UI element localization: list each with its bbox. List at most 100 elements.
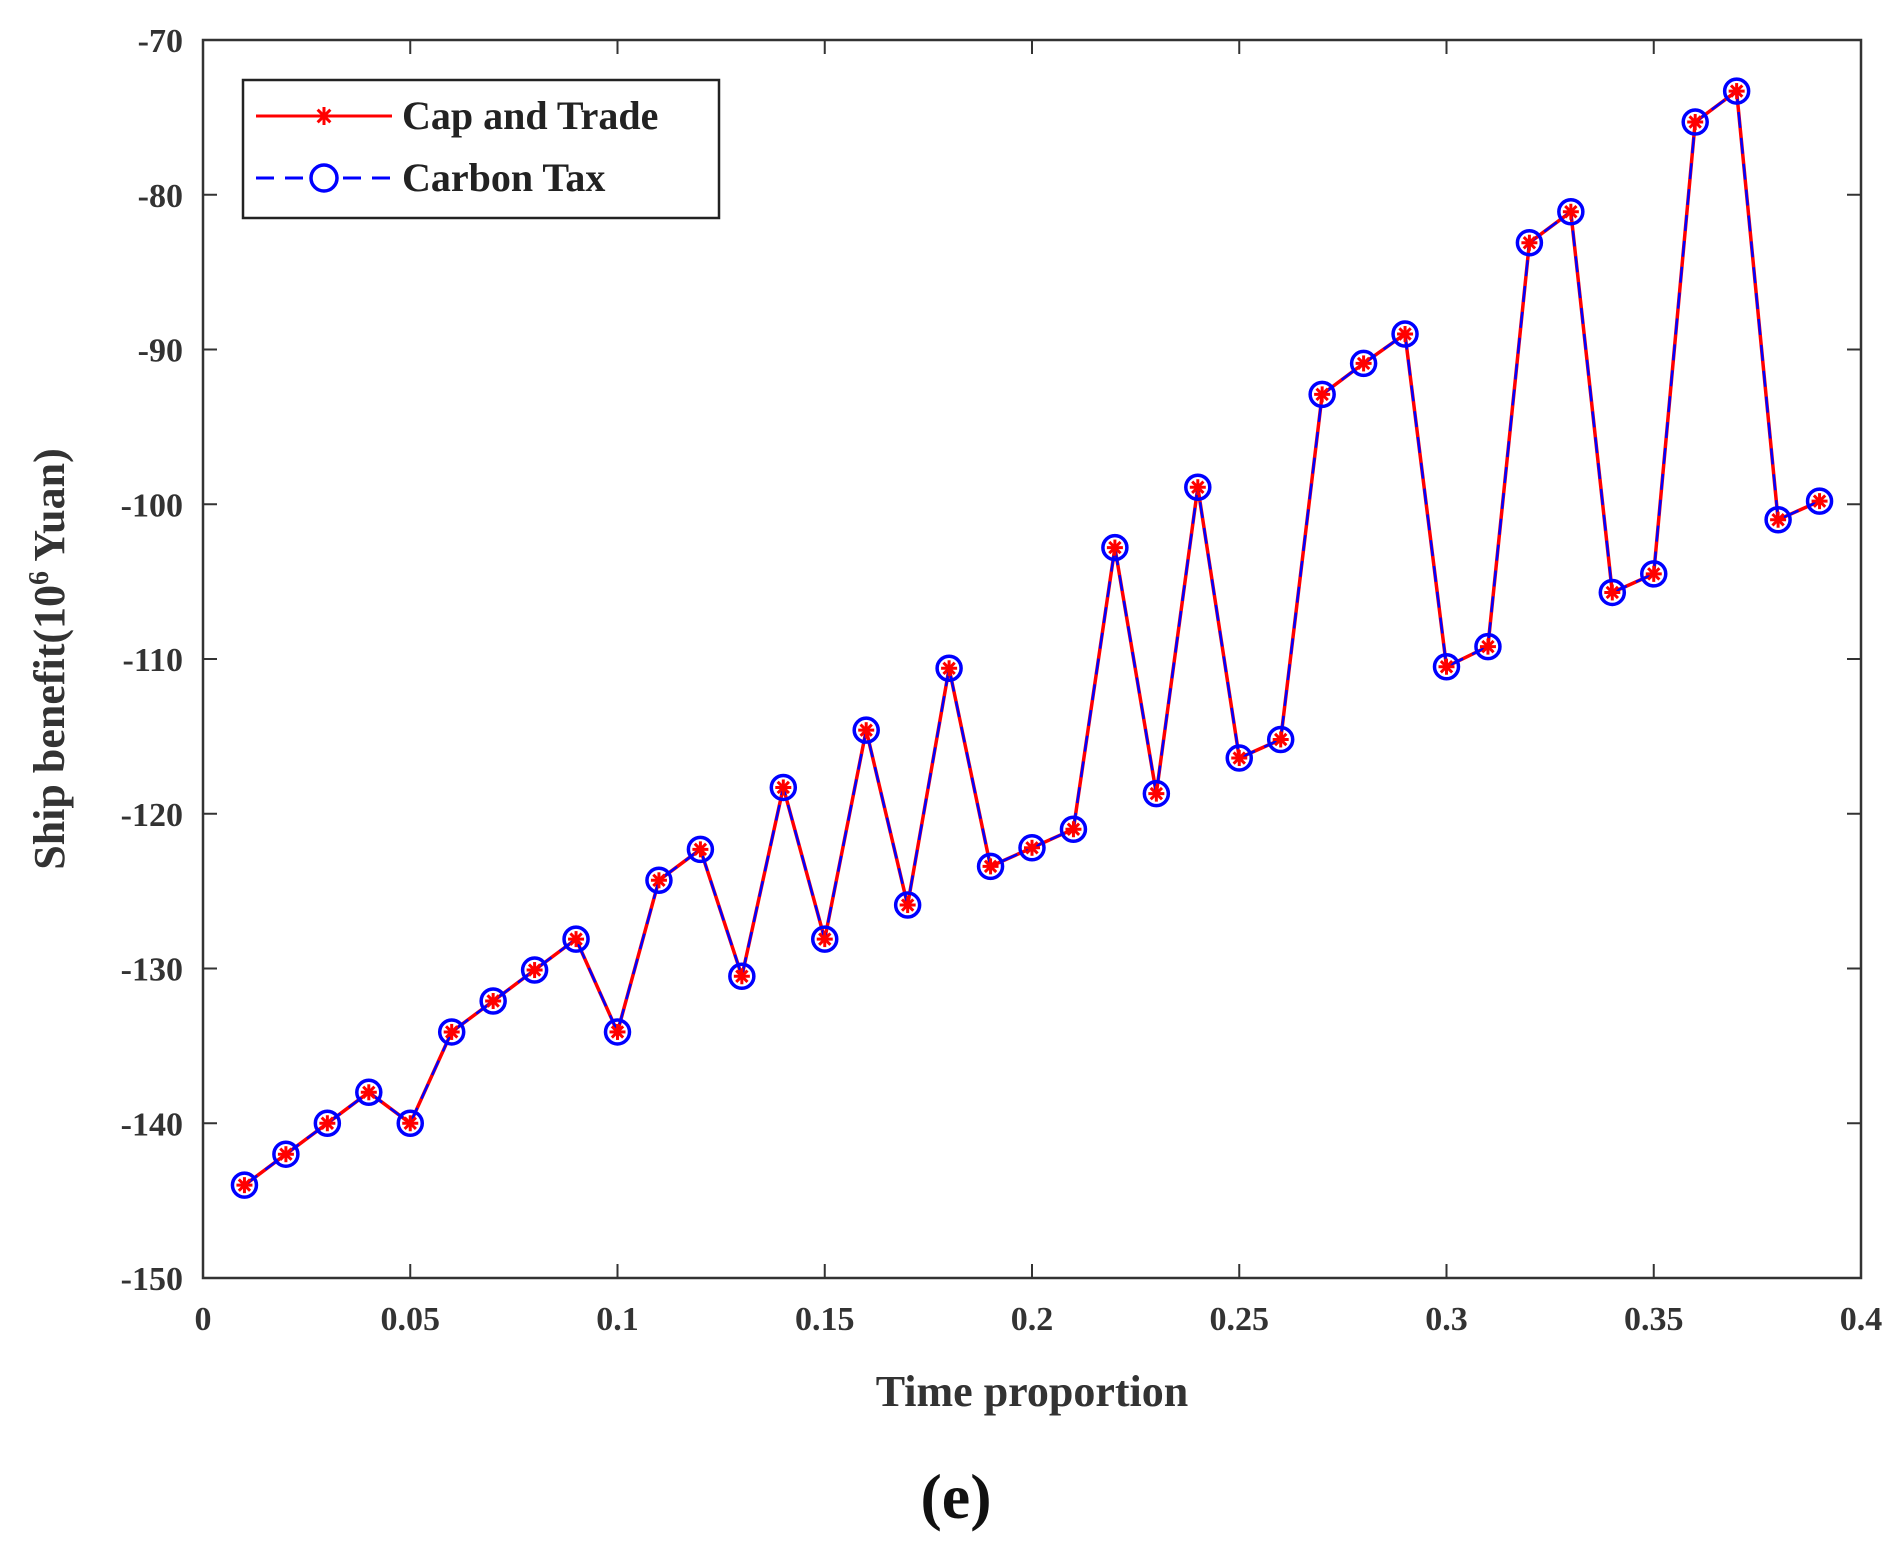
cap-and-trade-point	[236, 1177, 253, 1194]
ticks-layer: 0 0.05 0.1 0.15 0.2 0.25 0.3 0.35 0.4 -70 -80 -90 -1…	[121, 23, 1883, 1338]
cap-and-trade-point	[650, 872, 667, 889]
carbon-tax-point	[1266, 725, 1295, 754]
cap-and-trade-point	[733, 968, 750, 985]
cap-and-trade-point	[1562, 203, 1579, 220]
cap-and-trade-point	[402, 1115, 419, 1132]
legend-marker-cap-and-trade	[315, 107, 333, 125]
legend-label-cap-and-trade: Cap and Trade	[402, 93, 658, 138]
y-axis-label-main: Ship benefit(10	[25, 585, 74, 870]
carbon-tax-point	[1142, 779, 1171, 808]
carbon-tax-point	[396, 1109, 424, 1137]
x-tick-label: 0.4	[1840, 1301, 1883, 1338]
y-tick-label: -110	[123, 642, 183, 679]
cap-and-trade-point	[526, 962, 543, 979]
legend-box	[241, 78, 721, 220]
cap-and-trade-point	[1811, 493, 1828, 510]
cap-and-trade-point	[941, 660, 958, 677]
carbon-tax-point	[769, 773, 798, 802]
cap-and-trade-point	[360, 1084, 377, 1101]
cap-and-trade-point	[775, 779, 792, 796]
cap-and-trade-point	[443, 1023, 460, 1040]
cap-and-trade-point	[1438, 658, 1455, 675]
legend-label-carbon-tax: Carbon Tax	[402, 155, 605, 200]
carbon-tax-point	[520, 956, 549, 984]
series-layer	[230, 77, 1834, 1199]
y-tick-label: -120	[121, 797, 183, 834]
series-line-cap-and-trade	[243, 89, 1821, 1187]
cap-and-trade-point	[1770, 511, 1787, 528]
cap-and-trade-point	[1521, 234, 1538, 251]
legend-asterisk-icon	[315, 107, 333, 125]
carbon-tax-point	[230, 1171, 259, 1199]
carbon-tax-point	[1101, 533, 1129, 562]
y-tick-label: -90	[138, 333, 183, 370]
cap-and-trade-point	[1106, 539, 1123, 556]
y-tick-label: -140	[121, 1106, 183, 1143]
carbon-tax-point	[479, 987, 507, 1015]
carbon-tax-point	[1349, 349, 1378, 378]
x-tick-label: 0.25	[1210, 1301, 1270, 1338]
y-axis-label-unit: Yuan)	[25, 448, 74, 571]
x-tick-label: 0.35	[1624, 1301, 1684, 1338]
carbon-tax-point	[1474, 632, 1502, 661]
cap-and-trade-point	[816, 931, 833, 948]
y-axis-label-exponent: 6	[24, 571, 55, 585]
cap-and-trade-point	[1024, 839, 1040, 856]
carbon-tax-point	[1557, 198, 1585, 226]
cap-and-trade-point	[485, 992, 502, 1009]
carbon-tax-point	[562, 925, 590, 953]
cap-and-trade-point	[1604, 584, 1621, 601]
cap-and-trade-point	[1314, 386, 1331, 403]
carbon-tax-point	[852, 716, 880, 744]
carbon-tax-point	[1640, 560, 1668, 588]
y-tick-label: -100	[121, 487, 183, 524]
carbon-tax-point	[811, 925, 839, 953]
carbon-tax-point	[1515, 228, 1544, 257]
carbon-tax-point	[313, 1109, 342, 1137]
cap-and-trade-point	[1189, 479, 1206, 496]
cap-and-trade-point	[609, 1023, 626, 1040]
carbon-tax-point	[645, 866, 673, 895]
cap-and-trade-point	[568, 931, 585, 948]
cap-and-trade-point	[319, 1115, 336, 1132]
carbon-tax-point	[1764, 505, 1792, 534]
plot-frame	[201, 38, 1863, 1280]
cap-and-trade-point	[1355, 355, 1372, 372]
cap-and-trade-point	[277, 1146, 294, 1163]
cap-and-trade-point	[1065, 821, 1082, 838]
carbon-tax-point	[1598, 578, 1627, 607]
y-tick-label: -130	[121, 952, 183, 989]
cap-and-trade-point	[858, 722, 875, 739]
series-line-carbon-tax	[243, 89, 1821, 1187]
carbon-tax-point	[355, 1078, 383, 1107]
carbon-tax-point	[728, 962, 756, 990]
cap-and-trade-point	[1231, 750, 1248, 767]
cap-and-trade-point	[1645, 565, 1662, 582]
carbon-tax-point	[1059, 815, 1088, 843]
carbon-tax-point	[1225, 744, 1253, 772]
y-tick-label: -80	[138, 178, 183, 215]
cap-and-trade-point	[1687, 114, 1704, 131]
x-tick-label: 0.2	[1011, 1301, 1054, 1338]
cap-and-trade-point	[692, 841, 709, 858]
carbon-tax-point	[976, 852, 1005, 881]
carbon-tax-point	[1805, 487, 1834, 515]
legend-marker-carbon-tax	[309, 163, 339, 193]
x-tick-label: 0.05	[381, 1301, 441, 1338]
y-axis-label: Ship benefit(106 Yuan)	[24, 448, 74, 870]
cap-and-trade-point	[1397, 326, 1414, 343]
carbon-tax-point	[1681, 108, 1709, 136]
carbon-tax-point	[686, 835, 715, 864]
cap-and-trade-point	[1479, 638, 1496, 655]
x-tick-label: 0	[195, 1301, 212, 1338]
carbon-tax-point	[1184, 473, 1212, 501]
carbon-tax-point	[603, 1018, 632, 1046]
cap-and-trade-point	[1272, 731, 1289, 748]
cap-and-trade-point	[899, 897, 916, 914]
carbon-tax-point	[1308, 380, 1336, 409]
carbon-tax-point	[1722, 77, 1751, 105]
carbon-tax-point	[272, 1140, 300, 1168]
legend: Cap and Trade Carbon Tax	[241, 78, 721, 220]
carbon-tax-point	[1432, 652, 1461, 681]
